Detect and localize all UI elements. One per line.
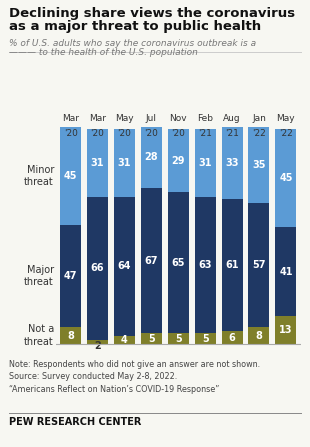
Text: '22: '22: [279, 129, 293, 138]
Text: 33: 33: [225, 158, 239, 168]
Text: 5: 5: [202, 334, 209, 344]
Text: as a major threat to public health: as a major threat to public health: [9, 20, 261, 33]
Text: Nov: Nov: [170, 114, 187, 123]
Bar: [114, 129, 135, 197]
Bar: [195, 197, 216, 333]
Bar: [168, 192, 189, 333]
Text: Aug: Aug: [223, 114, 241, 123]
Text: '22: '22: [252, 129, 266, 138]
Bar: [87, 340, 108, 344]
Text: Note: Respondents who did not give an answer are not shown.: Note: Respondents who did not give an an…: [9, 360, 260, 369]
Text: Source: Survey conducted May 2-8, 2022.: Source: Survey conducted May 2-8, 2022.: [9, 372, 178, 381]
Text: 29: 29: [171, 156, 185, 166]
Bar: [60, 327, 81, 344]
Text: '20: '20: [91, 129, 104, 138]
Text: 31: 31: [198, 158, 212, 168]
Text: 63: 63: [198, 260, 212, 270]
Text: 67: 67: [144, 256, 158, 266]
Text: 47: 47: [64, 271, 78, 281]
Text: Major
threat: Major threat: [24, 265, 54, 287]
Text: '21: '21: [198, 129, 212, 138]
Text: Mar: Mar: [89, 114, 106, 123]
Text: 57: 57: [252, 260, 266, 270]
Bar: [275, 129, 296, 227]
Text: 5: 5: [148, 334, 155, 344]
Bar: [114, 197, 135, 336]
Bar: [275, 316, 296, 344]
Bar: [249, 327, 269, 344]
Text: May: May: [277, 114, 295, 123]
Text: 4: 4: [121, 335, 128, 345]
Text: 6: 6: [229, 333, 236, 343]
Text: 8: 8: [255, 331, 263, 341]
Bar: [60, 225, 81, 327]
Bar: [141, 127, 162, 188]
Text: 31: 31: [91, 158, 104, 168]
Bar: [249, 127, 269, 203]
Bar: [60, 127, 81, 225]
Bar: [249, 203, 269, 327]
Text: 28: 28: [144, 152, 158, 163]
Text: Declining share views the coronavirus: Declining share views the coronavirus: [9, 7, 295, 20]
Text: 2: 2: [94, 341, 101, 351]
Text: '20: '20: [117, 129, 131, 138]
Bar: [222, 199, 242, 331]
Bar: [141, 188, 162, 333]
Text: 41: 41: [279, 266, 293, 277]
Text: 13: 13: [279, 325, 293, 335]
Text: 35: 35: [252, 160, 266, 170]
Text: 66: 66: [91, 263, 104, 273]
Text: Mar: Mar: [62, 114, 79, 123]
Text: '20: '20: [64, 129, 78, 138]
Text: '20: '20: [171, 129, 185, 138]
Bar: [168, 129, 189, 192]
Text: 64: 64: [118, 261, 131, 271]
Bar: [195, 333, 216, 344]
Bar: [87, 197, 108, 340]
Bar: [195, 129, 216, 197]
Text: 61: 61: [225, 260, 239, 270]
Text: ——— to the health of the U.S. population: ——— to the health of the U.S. population: [9, 48, 198, 57]
Text: Feb: Feb: [197, 114, 213, 123]
Bar: [222, 331, 242, 344]
Bar: [114, 336, 135, 344]
Text: Minor
threat: Minor threat: [24, 165, 54, 187]
Text: “Americans Reflect on Nation’s COVID-19 Response”: “Americans Reflect on Nation’s COVID-19 …: [9, 385, 220, 394]
Bar: [141, 333, 162, 344]
Text: 45: 45: [279, 173, 293, 183]
Text: Not a
threat: Not a threat: [24, 325, 54, 347]
Text: 31: 31: [118, 158, 131, 168]
Text: '21: '21: [225, 129, 239, 138]
Text: '20: '20: [144, 129, 158, 138]
Text: % of U.S. adults who say the coronavirus outbreak is a: % of U.S. adults who say the coronavirus…: [9, 39, 256, 48]
Bar: [275, 227, 296, 316]
Bar: [168, 333, 189, 344]
Text: Jul: Jul: [146, 114, 157, 123]
Text: Jan: Jan: [252, 114, 266, 123]
Text: 5: 5: [175, 334, 182, 344]
Text: May: May: [115, 114, 134, 123]
Text: 45: 45: [64, 171, 78, 181]
Text: PEW RESEARCH CENTER: PEW RESEARCH CENTER: [9, 417, 142, 426]
Text: 65: 65: [171, 258, 185, 268]
Bar: [87, 129, 108, 197]
Text: 8: 8: [67, 331, 74, 341]
Bar: [222, 127, 242, 199]
